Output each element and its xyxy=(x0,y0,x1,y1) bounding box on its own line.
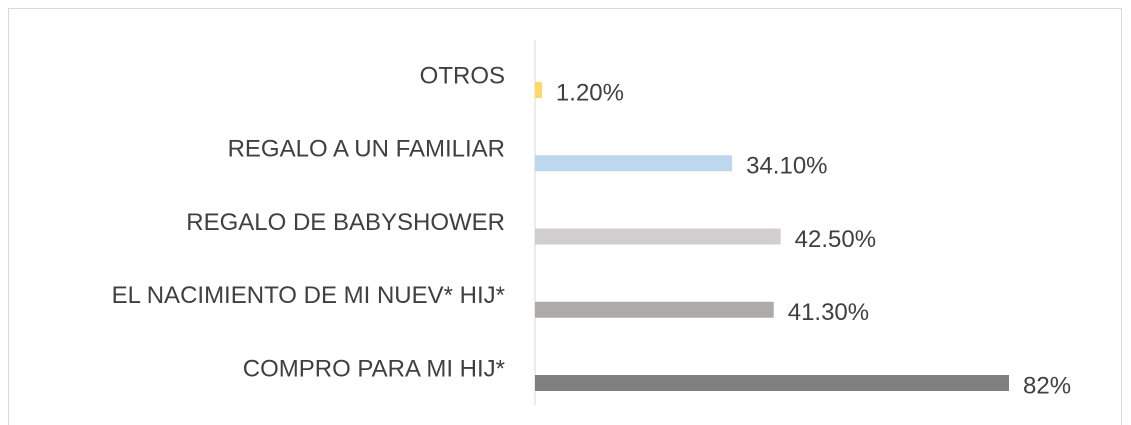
category-label: REGALO A UN FAMILIAR xyxy=(228,136,505,163)
value-label: 41.30% xyxy=(788,299,869,326)
bar xyxy=(535,82,542,98)
category-label: COMPRO PARA MI HIJ* xyxy=(243,355,505,382)
chart-border xyxy=(8,8,1122,425)
bar xyxy=(535,301,774,318)
category-label: REGALO DE BABYSHOWER xyxy=(186,209,505,236)
bar xyxy=(535,228,781,245)
value-label: 82% xyxy=(1023,372,1071,399)
value-label: 1.20% xyxy=(556,79,624,106)
category-label: OTROS xyxy=(420,62,505,89)
bar xyxy=(535,155,733,172)
value-label: 34.10% xyxy=(746,153,827,180)
bar xyxy=(535,375,1009,391)
value-label: 42.50% xyxy=(795,226,876,253)
category-label: EL NACIMIENTO DE MI NUEV* HIJ* xyxy=(112,282,505,309)
